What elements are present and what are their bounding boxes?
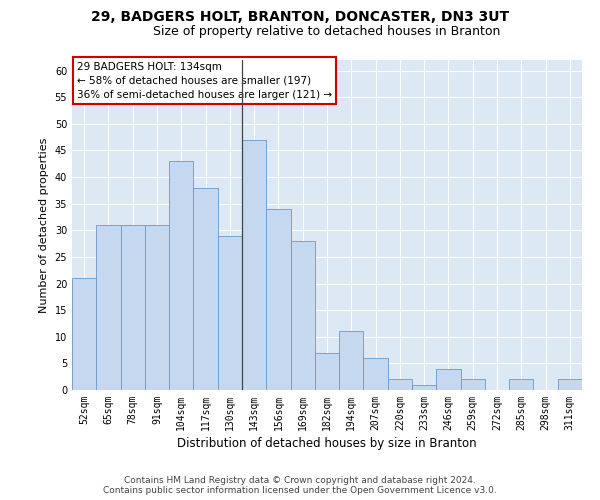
Text: 29, BADGERS HOLT, BRANTON, DONCASTER, DN3 3UT: 29, BADGERS HOLT, BRANTON, DONCASTER, DN… [91,10,509,24]
Bar [315,352,339,390]
Bar [121,225,145,390]
Bar [461,380,485,390]
Bar [169,161,193,390]
Bar [558,380,582,390]
Bar [388,380,412,390]
Bar [193,188,218,390]
Text: 29 BADGERS HOLT: 134sqm
← 58% of detached houses are smaller (197)
36% of semi-d: 29 BADGERS HOLT: 134sqm ← 58% of detache… [77,62,332,100]
Bar [364,358,388,390]
Bar [339,332,364,390]
Bar [72,278,96,390]
X-axis label: Distribution of detached houses by size in Branton: Distribution of detached houses by size … [177,437,477,450]
Bar [266,209,290,390]
Bar [436,368,461,390]
Bar [412,384,436,390]
Bar [509,380,533,390]
Text: Contains HM Land Registry data © Crown copyright and database right 2024.
Contai: Contains HM Land Registry data © Crown c… [103,476,497,495]
Y-axis label: Number of detached properties: Number of detached properties [39,138,49,312]
Bar [145,225,169,390]
Bar [96,225,121,390]
Bar [242,140,266,390]
Bar [218,236,242,390]
Bar [290,241,315,390]
Title: Size of property relative to detached houses in Branton: Size of property relative to detached ho… [154,25,500,38]
